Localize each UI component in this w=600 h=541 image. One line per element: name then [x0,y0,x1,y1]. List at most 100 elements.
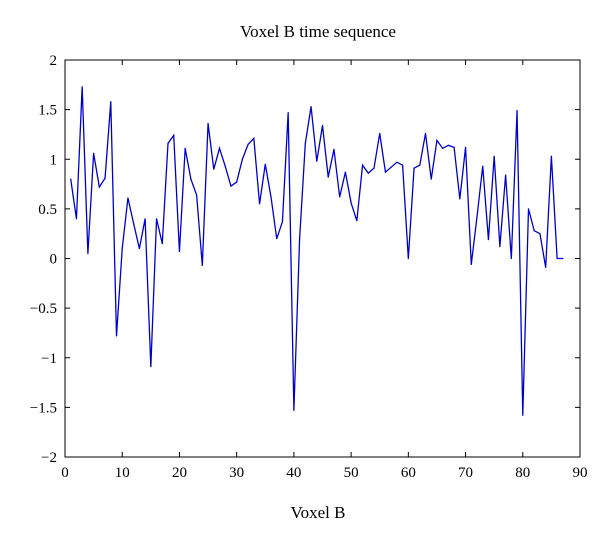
data-point [287,112,289,114]
data-point [310,106,312,108]
series-layer [70,86,564,416]
data-point [110,101,112,103]
data-point [333,148,335,150]
data-point [138,247,140,250]
data-point [396,161,398,163]
data-point [447,144,449,146]
data-point [522,414,524,416]
data-point [258,203,261,205]
data-point [442,147,444,149]
data-point [241,158,243,160]
data-point [264,163,266,165]
x-tick-label: 70 [458,465,473,481]
data-point [104,177,106,179]
data-point [533,230,535,232]
x-tick-label: 50 [344,465,359,481]
data-point [247,143,249,145]
data-point [87,252,89,255]
data-point [545,266,547,269]
data-point [196,194,198,196]
data-point [236,181,238,183]
data-point [190,178,192,180]
data-point [505,174,507,176]
data-point [482,165,484,167]
data-point [356,220,358,222]
data-point [316,160,318,162]
data-point [178,250,181,253]
data-point [144,218,146,220]
data-point [218,147,221,149]
y-tick-label: 2 [50,53,58,69]
data-point [121,247,123,250]
y-tick-label: 0.5 [38,202,57,218]
data-point [299,238,301,240]
data-point [115,335,118,337]
data-point [384,171,387,173]
x-tick-label: 10 [115,465,130,481]
data-point [81,86,83,88]
data-point [321,124,324,127]
data-point [550,155,552,157]
data-point [510,257,512,260]
y-tick-label: −0.5 [30,301,57,317]
data-point [402,164,404,166]
plot-frame [64,59,581,458]
data-point [276,238,278,240]
tick-layer: 0 10 20 30 40 50 60 70 80 90 2 1.5 1 0.5 0 −0.5 −1 −1.5 −2 [30,53,588,481]
data-point [424,132,427,135]
series-line [70,86,563,416]
data-point [361,164,364,166]
x-tick-label: 90 [573,465,588,481]
data-point [161,243,163,245]
data-point [230,185,232,187]
data-point [419,164,421,166]
data-point [98,186,100,188]
x-tick-label: 0 [61,465,69,481]
chart-title: Voxel B time sequence [240,22,396,41]
data-point [493,155,495,157]
x-tick-label: 80 [515,465,530,481]
data-point [499,245,501,248]
data-point [487,239,490,241]
y-tick-label: 1.5 [38,103,57,119]
x-tick-label: 60 [401,465,416,481]
x-tick-label: 30 [229,465,244,481]
data-point [539,233,541,235]
data-point [476,216,478,218]
data-point [470,263,472,266]
data-point [379,132,381,135]
data-point [304,142,306,144]
data-point [133,223,135,225]
data-point [464,146,467,148]
data-point [213,168,215,170]
data-point [270,196,272,198]
data-point [407,257,409,260]
data-point [184,147,186,149]
data-point [390,166,392,168]
data-point [350,202,352,204]
data-point [173,134,175,137]
data-point [459,198,461,200]
data-point [93,152,95,154]
data-point [281,221,284,223]
y-tick-label: −1 [41,351,57,367]
data-point [339,196,341,198]
data-point [207,122,209,125]
data-point [75,218,78,220]
data-point [155,218,158,220]
data-point [436,139,438,141]
data-point [127,197,129,199]
data-point [344,171,346,173]
data-point [327,176,329,178]
data-point [293,409,295,411]
y-tick-label: −1.5 [30,400,57,416]
y-tick-label: −2 [41,450,57,466]
data-point [201,264,203,267]
data-point [527,208,530,210]
data-point [453,146,455,148]
data-point [367,172,369,174]
data-point [413,167,415,169]
data-point [150,366,152,368]
